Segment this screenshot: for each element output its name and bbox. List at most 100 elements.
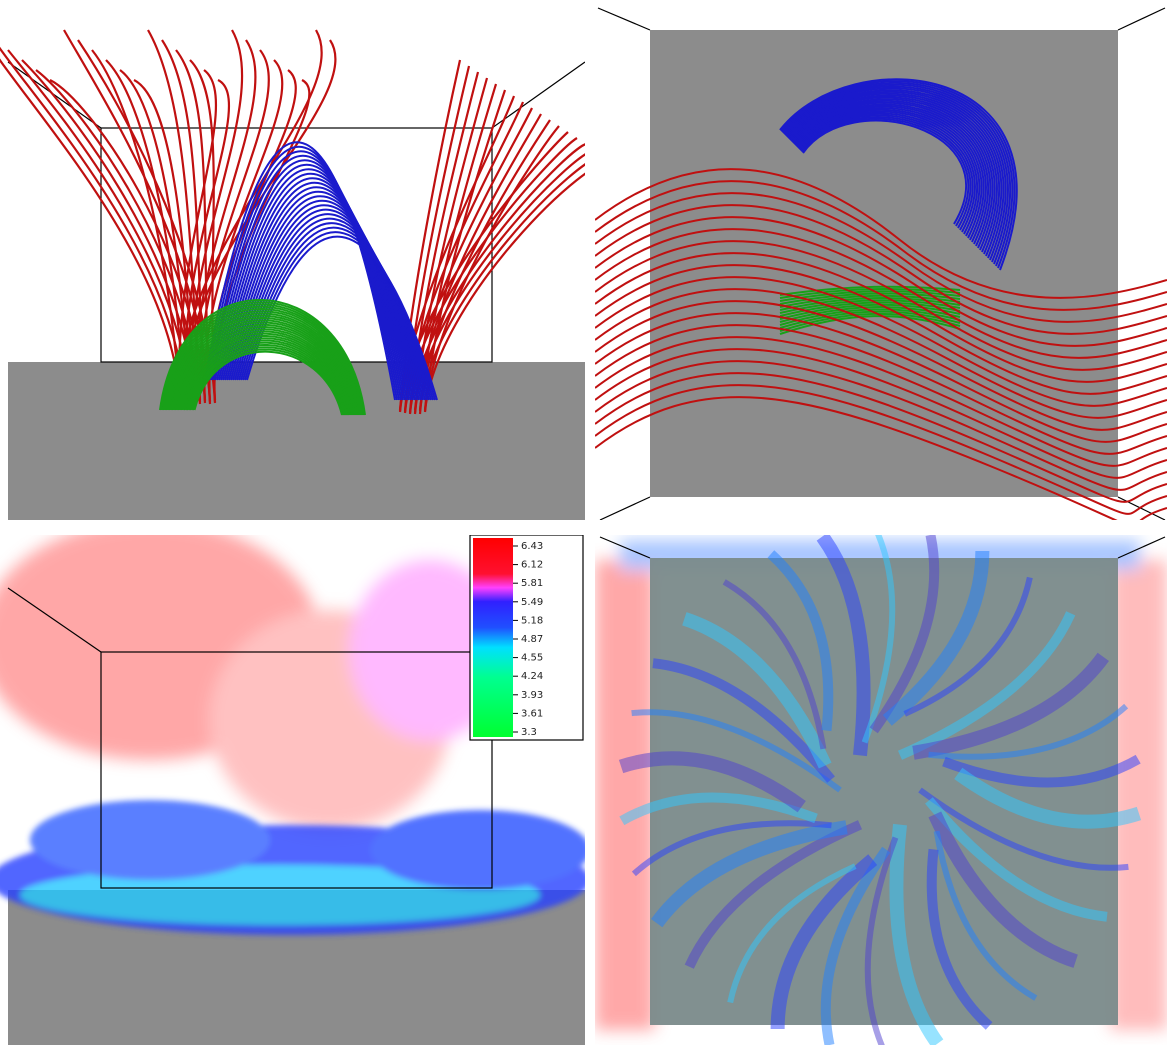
colorbar-label: 3.3 <box>521 727 537 738</box>
field-line <box>779 299 961 314</box>
field-line <box>779 308 961 326</box>
field-line <box>779 292 961 305</box>
field-line <box>159 299 366 416</box>
field-line <box>595 204 1167 335</box>
flux-streak <box>722 579 827 750</box>
field-line <box>216 168 408 401</box>
field-line <box>234 209 426 401</box>
field-line <box>204 141 396 401</box>
field-line <box>595 240 1167 371</box>
colorbar-label: 5.49 <box>521 597 543 608</box>
field-line <box>418 163 585 412</box>
field-line <box>783 85 1009 263</box>
field-line <box>222 182 414 401</box>
field-line <box>802 119 967 225</box>
field-line <box>779 285 961 296</box>
colorbar-label: 5.18 <box>521 615 543 626</box>
colorbar-label: 4.55 <box>521 653 543 664</box>
field-line <box>0 58 182 401</box>
field-line <box>796 108 981 237</box>
field-line <box>595 396 1167 520</box>
field-line <box>210 154 402 401</box>
field-line <box>793 103 987 243</box>
flux-streak <box>864 836 899 1045</box>
field-line <box>779 297 961 311</box>
field-line <box>595 300 1167 431</box>
colorbar-label: 4.24 <box>521 671 543 682</box>
field-line <box>786 90 1003 257</box>
flux-streak <box>897 611 1076 760</box>
field-line <box>595 324 1167 455</box>
colorbar-label: 5.81 <box>521 578 543 589</box>
side-view-volume: 6.43 6.12 5.81 5.49 5.18 4.87 4.55 4.24 3.93 3.61… <box>0 535 585 1045</box>
field-line <box>7 49 192 403</box>
field-line <box>193 350 343 416</box>
flux-streak <box>619 792 818 826</box>
field-line <box>91 49 182 404</box>
field-line <box>224 186 416 401</box>
side-view-fieldlines <box>0 29 585 520</box>
field-line <box>163 305 363 416</box>
field-line <box>220 177 412 401</box>
flux-streak <box>954 767 1142 829</box>
field-line <box>785 89 1005 259</box>
field-line <box>595 228 1167 359</box>
top-view-volume <box>595 535 1167 1045</box>
field-line <box>781 81 1013 267</box>
flux-streak <box>926 848 993 1030</box>
flux-streak <box>933 830 1038 1001</box>
top-view-fieldlines <box>595 7 1167 520</box>
flux-streak <box>651 820 848 928</box>
field-line <box>236 213 428 401</box>
field-line <box>789 96 996 251</box>
field-line <box>595 264 1167 395</box>
flux-streak <box>727 863 857 1004</box>
field-line <box>228 195 420 401</box>
field-line <box>595 348 1167 479</box>
field-line <box>206 146 398 401</box>
field-line <box>787 92 1000 255</box>
field-line <box>790 98 994 249</box>
field-line <box>779 315 961 335</box>
colorbar-label: 3.93 <box>521 690 543 701</box>
field-line <box>178 69 218 402</box>
field-line <box>595 168 1167 299</box>
field-line <box>801 117 970 227</box>
field-line <box>799 114 974 231</box>
flux-streak <box>820 846 891 1045</box>
field-line <box>780 80 1016 269</box>
flux-streak <box>684 820 863 969</box>
field-line <box>788 94 998 253</box>
flux-streak <box>770 854 878 1030</box>
field-line <box>226 190 418 401</box>
field-line <box>595 192 1167 323</box>
field-line <box>166 310 361 416</box>
field-line <box>784 87 1007 261</box>
field-line <box>779 306 961 323</box>
flux-streak <box>631 709 842 793</box>
flux-streak <box>912 652 1109 760</box>
colorbar-label: 4.87 <box>521 634 543 645</box>
flux-streak <box>618 751 806 813</box>
field-line <box>779 303 961 320</box>
colorbar-label: 3.61 <box>521 708 543 719</box>
flux-streak <box>682 612 832 769</box>
field-line <box>171 317 358 416</box>
field-line <box>595 336 1167 467</box>
field-line <box>230 199 422 401</box>
flux-streak <box>652 658 835 783</box>
field-line <box>595 384 1167 515</box>
colorbar-label: 6.43 <box>521 541 543 552</box>
field-line <box>779 312 961 332</box>
field-line <box>800 116 972 229</box>
flux-streak <box>869 535 940 734</box>
colorbar <box>469 535 584 741</box>
field-line <box>218 173 410 401</box>
field-line <box>192 348 344 416</box>
flux-streak <box>918 787 1129 871</box>
flux-streak <box>928 703 1129 760</box>
field-line <box>423 172 585 413</box>
field-line <box>246 235 438 401</box>
field-line <box>214 163 406 401</box>
flux-streak <box>942 754 1141 788</box>
